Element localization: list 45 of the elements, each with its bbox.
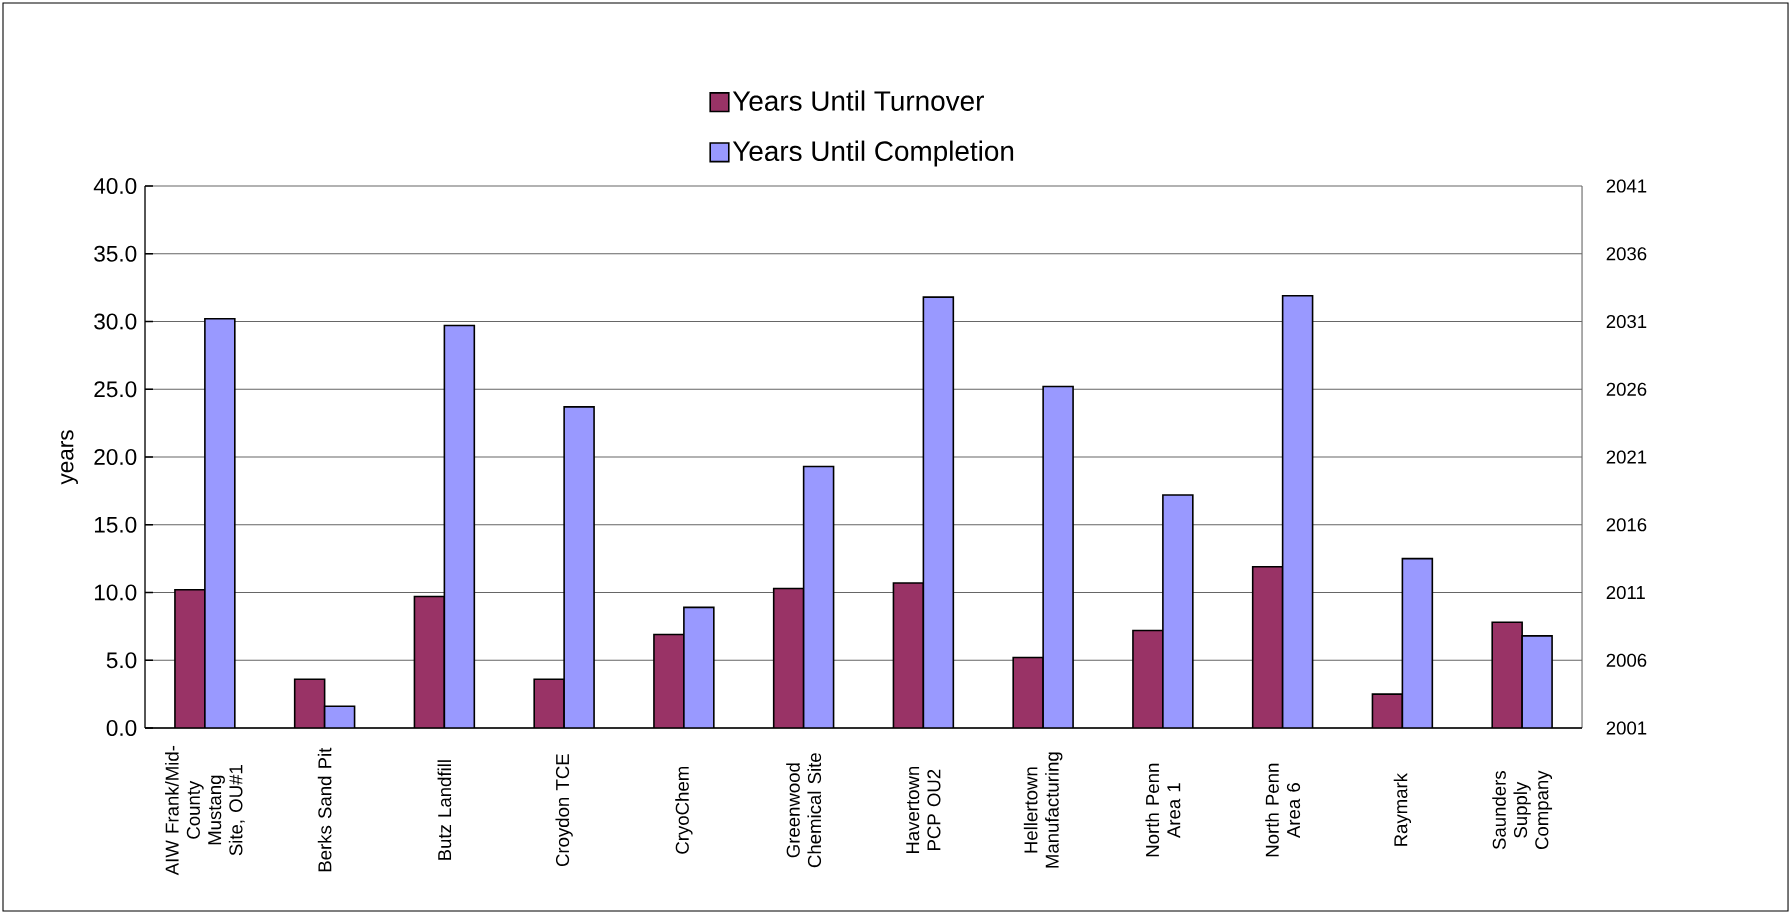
bar <box>893 583 924 729</box>
bar <box>1132 630 1163 729</box>
y-tick-label: 0.0 <box>106 720 137 737</box>
y2-tick-label: 2006 <box>1606 653 1647 667</box>
y-tick-label: 10.0 <box>94 584 137 601</box>
y-tick-label: 30.0 <box>94 313 137 330</box>
legend-label: Years Until Turnover <box>732 90 984 111</box>
y-tick-label: 5.0 <box>106 652 137 669</box>
y2-tick-label: 2001 <box>1606 721 1647 735</box>
bar <box>534 679 565 729</box>
bar <box>414 596 445 729</box>
bar <box>294 679 325 729</box>
y2-tick-label: 2031 <box>1606 314 1647 329</box>
y-tick-label: 35.0 <box>94 245 137 262</box>
y2-tick-label: 2011 <box>1606 585 1645 600</box>
x-tick-label: Croydon TCE <box>555 754 573 867</box>
bar <box>1372 694 1403 729</box>
bar <box>653 634 684 729</box>
x-tick-label: Havertown PCP OU2 <box>906 766 941 854</box>
bar <box>1491 621 1523 729</box>
bar <box>773 588 804 729</box>
x-tick-label: Butz Landfill <box>437 760 452 860</box>
legend-label: Years Until Completion <box>732 140 1014 167</box>
y-tick-label: 15.0 <box>94 516 137 533</box>
x-tick-label: Greenwood Chemical Site <box>786 753 822 868</box>
y-tick-label: 25.0 <box>94 381 137 398</box>
y-axis-title: years <box>61 430 78 485</box>
x-tick-label: Berks Sand Pit <box>317 747 332 872</box>
x-tick-label: CryoChem <box>675 766 693 854</box>
x-tick-label: North Penn Area 1 <box>1145 763 1181 857</box>
x-tick-label: Saunders Supply Company <box>1492 770 1553 850</box>
bar <box>174 589 205 729</box>
x-tick-label: Raymark <box>1393 772 1412 846</box>
x-tick-label: Hellertown Manufacturing <box>1023 752 1063 868</box>
bar <box>1252 566 1283 729</box>
y2-tick-label: 2016 <box>1606 518 1647 532</box>
y-tick-label: 40.0 <box>93 178 137 195</box>
x-tick-label: North Penn Area 6 <box>1265 763 1301 857</box>
bar <box>1013 657 1044 729</box>
y2-tick-label: 2041 <box>1606 179 1647 193</box>
y2-tick-label: 2026 <box>1606 382 1647 396</box>
y2-tick-label: 2021 <box>1606 450 1647 464</box>
x-tick-label: AIW Frank/Mid-County Mustang Site, OU#1 <box>165 745 245 876</box>
y2-tick-label: 2036 <box>1606 247 1647 261</box>
y-tick-label: 20.0 <box>94 449 137 466</box>
